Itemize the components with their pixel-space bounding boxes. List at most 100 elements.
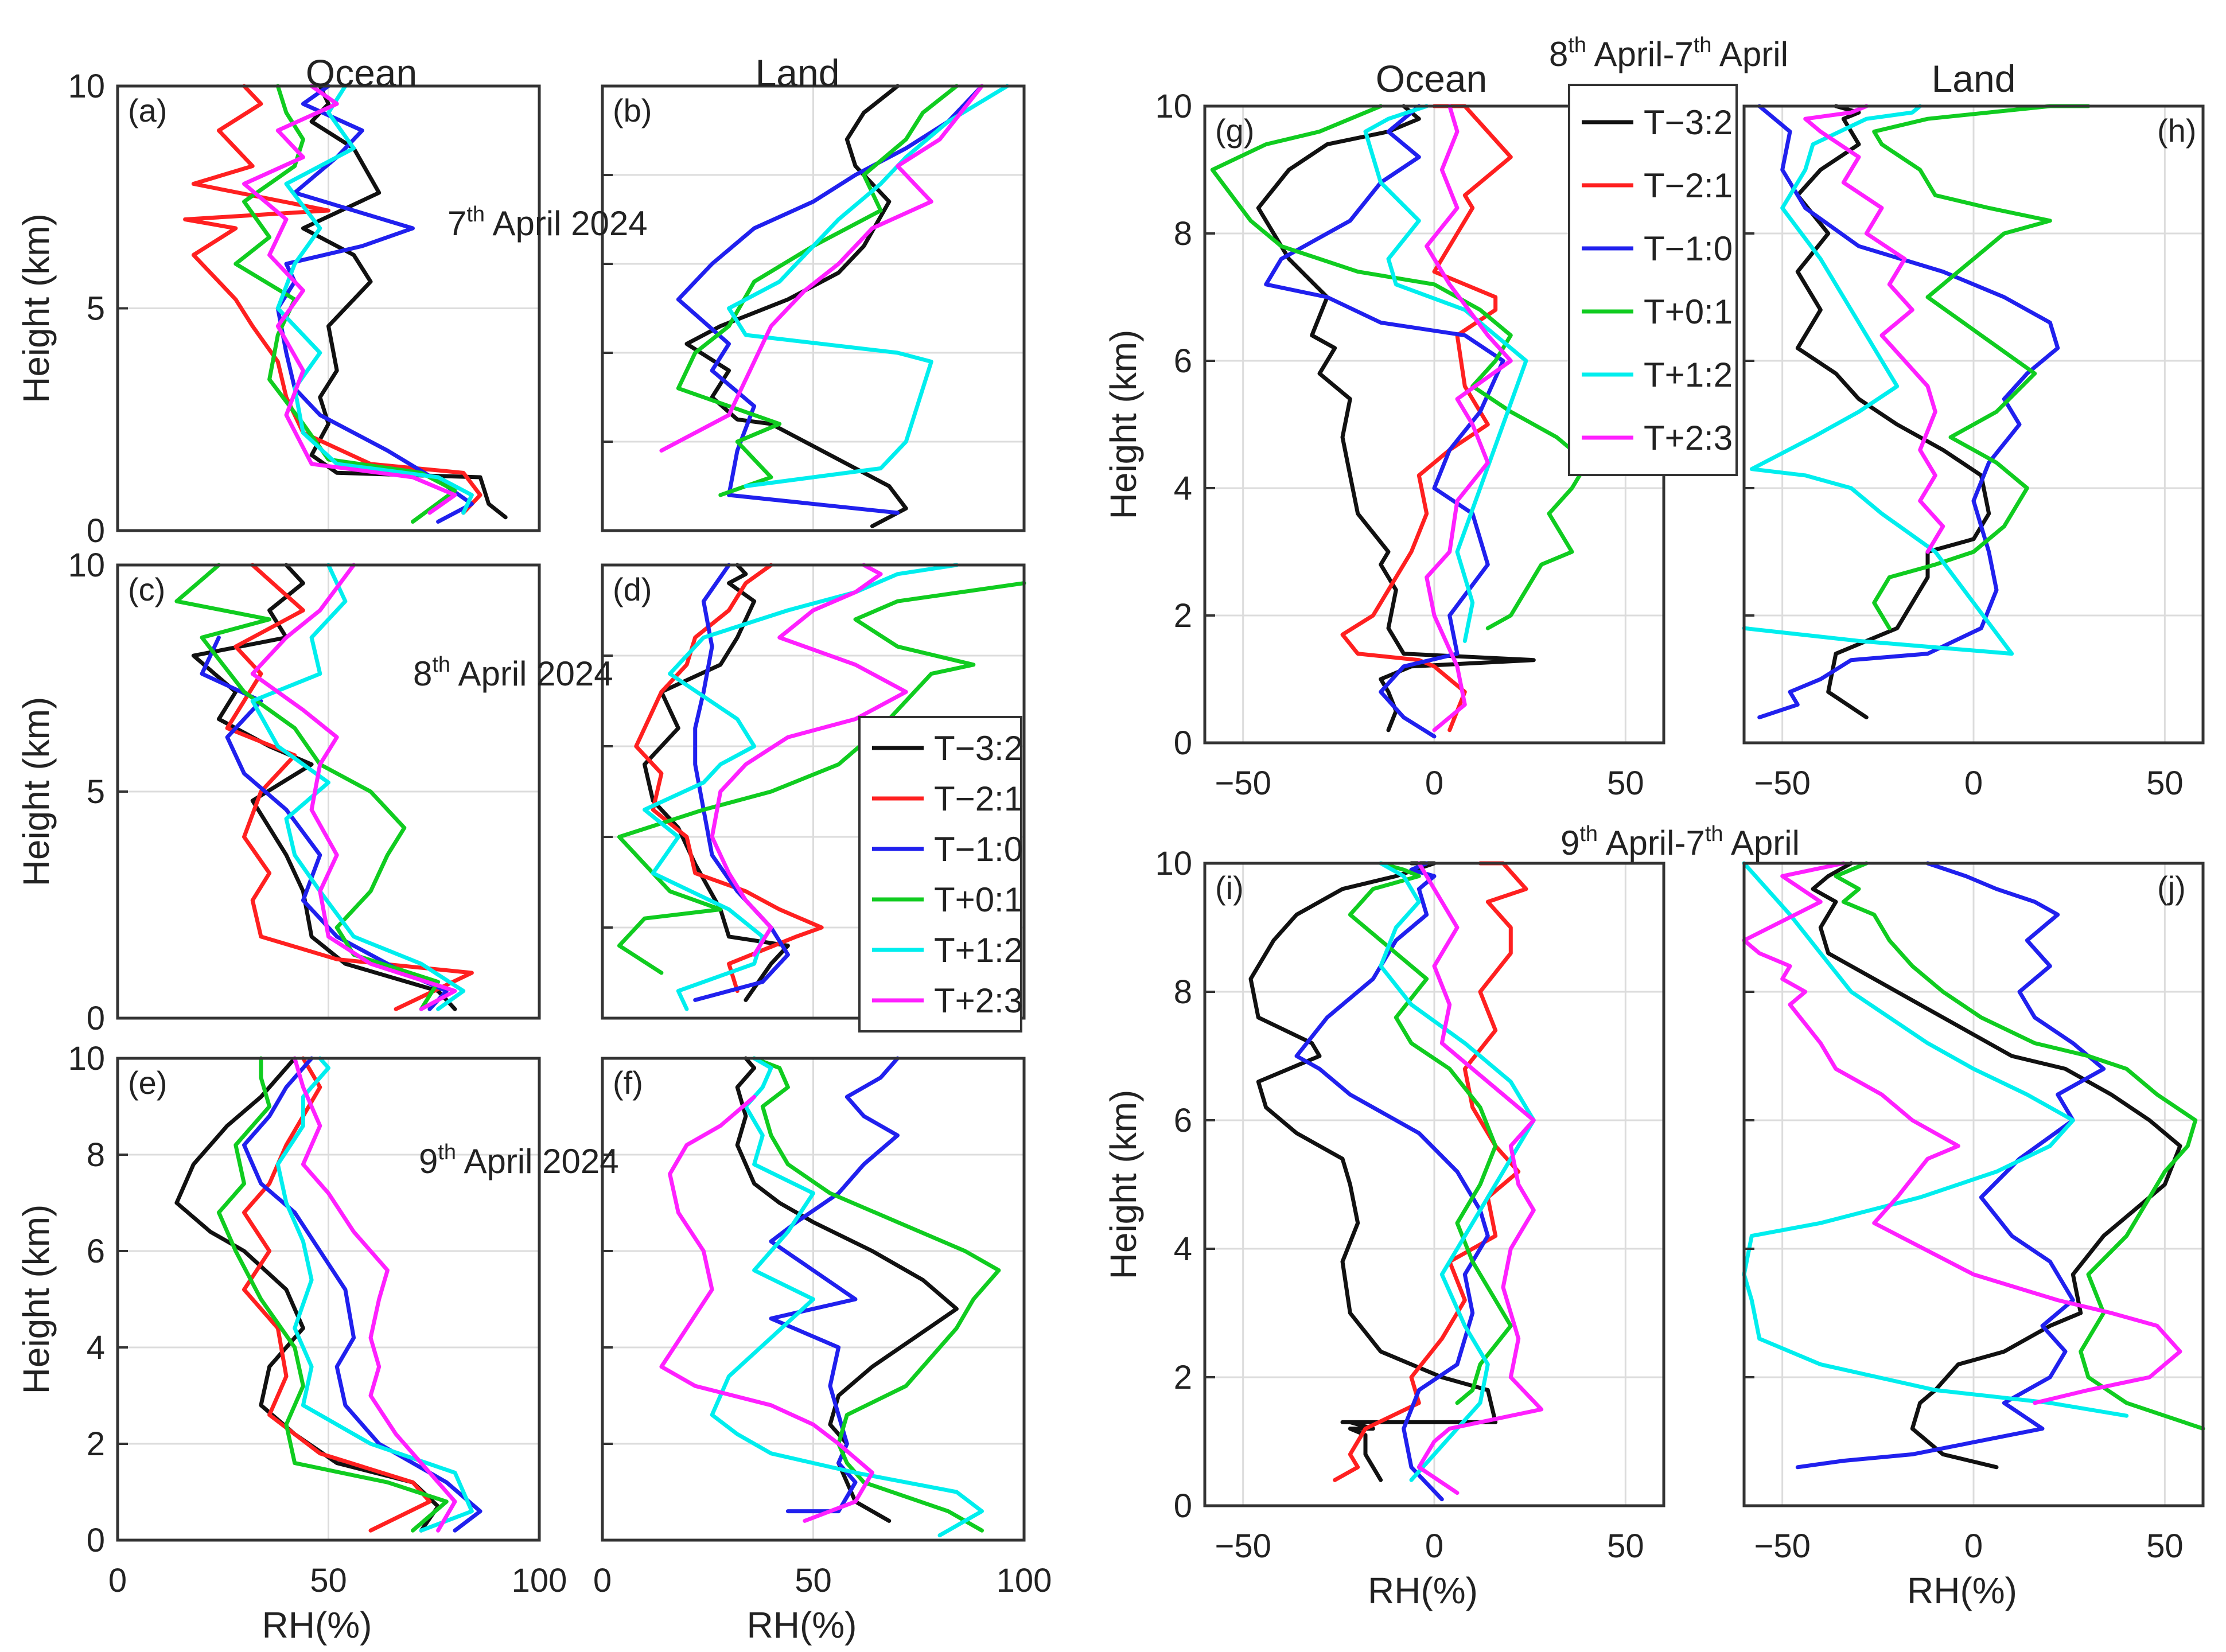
series-line-f-3 [769, 1056, 900, 1514]
series-line-g-4 [1210, 104, 1590, 630]
series-line-h-4 [1872, 104, 2091, 630]
panel-label: (b) [613, 92, 652, 128]
legend-label: T−1:0 [934, 830, 1023, 868]
xtick-label: 50 [795, 1562, 832, 1599]
panel-label: (f) [613, 1065, 643, 1101]
ytick-label: 8 [1174, 973, 1192, 1011]
y-axis-label: Height (km) [1103, 1090, 1144, 1280]
panel-a: 0 5 10 (a) Height (km) [15, 68, 541, 550]
annotation-8-april-2024: 8th April 2024 [413, 653, 613, 693]
y-axis-label: Height (km) [15, 1205, 57, 1394]
axes-frame [1742, 862, 2205, 1507]
series-line-c-3 [200, 635, 449, 1011]
series-line-c-2 [225, 563, 474, 1011]
series-line-h-3 [1757, 104, 2060, 720]
legend-label: T−3:2 [934, 729, 1023, 767]
legend-label: T−2:1 [1644, 166, 1733, 205]
panel-i: 0 2 4 6 8 10 −50 0 50 (i) Height (km) RH(%) [1103, 845, 1665, 1611]
panel-b: (b) [601, 84, 1026, 532]
series-line-i-4 [1348, 861, 1513, 1405]
ytick-label: 5 [87, 773, 105, 811]
series-line-a-5 [275, 84, 474, 515]
axes-frame [601, 84, 1026, 532]
ytick-label: 4 [1174, 470, 1192, 507]
series-line-a-6 [242, 84, 457, 515]
ytick-label: 2 [87, 1425, 105, 1463]
xtick-label: 50 [2146, 1528, 2184, 1565]
col-title-ocean-right: Ocean [1376, 57, 1487, 100]
series-line-g-6 [1425, 104, 1513, 733]
group-title-9-minus-7: 9th April-7th April [1560, 822, 1800, 862]
ytick-label: 10 [68, 547, 105, 584]
x-axis-label: RH(%) [747, 1604, 857, 1646]
xtick-label: −50 [1754, 1528, 1810, 1565]
legend-right: T−3:2 T−2:1 T−1:0 T+0:1 T+1:2 T+2:3 [1568, 84, 1738, 476]
axes-frame [1742, 104, 2205, 745]
panel-c: 0 5 10 (c) Height (km) [15, 547, 541, 1037]
legend-label: T−2:1 [934, 780, 1023, 818]
panel-g: 0 2 4 6 8 10 −50 0 50 (g) Height (km) [1103, 88, 1665, 802]
panel-label: (i) [1215, 870, 1244, 906]
series-line-b-6 [659, 84, 984, 453]
legend-label: T−1:0 [1644, 229, 1733, 268]
col-title-land-left: Land [756, 52, 840, 94]
x-axis-label: RH(%) [1907, 1570, 2017, 1611]
series-line-i-5 [1379, 861, 1536, 1482]
panel-h: −50 0 50 (h) [1742, 104, 2205, 802]
series-line-d-2 [634, 563, 824, 993]
x-axis-label: RH(%) [1368, 1570, 1478, 1611]
series-line-i-3 [1294, 861, 1490, 1502]
series-line-h-1 [1795, 104, 1991, 720]
ytick-label: 8 [87, 1136, 105, 1174]
axes-frame [601, 563, 1026, 1020]
xtick-label: 50 [1607, 765, 1644, 802]
ytick-label: 5 [87, 290, 105, 328]
legend-box [858, 716, 1022, 1032]
ytick-label: 4 [87, 1329, 105, 1366]
ytick-label: 0 [87, 512, 105, 550]
panel-label: (g) [1215, 112, 1254, 149]
xtick-label: 100 [512, 1562, 567, 1599]
legend-label: T+1:2 [1644, 356, 1733, 394]
xtick-label: 100 [997, 1562, 1052, 1599]
ytick-label: 0 [1174, 1487, 1192, 1525]
ytick-label: 2 [1174, 597, 1192, 634]
group-title-8-minus-7: 8th April-7th April [1549, 33, 1788, 73]
panel-label: (d) [613, 571, 652, 607]
ytick-label: 10 [1155, 845, 1192, 882]
xtick-label: 50 [1607, 1528, 1644, 1565]
panel-label: (a) [128, 92, 167, 128]
ytick-label: 10 [1155, 88, 1192, 125]
ytick-label: 10 [68, 1040, 105, 1077]
axes-frame [116, 1057, 541, 1542]
series-line-i-2 [1333, 861, 1528, 1482]
series-line-e-6 [293, 1056, 457, 1533]
series-line-c-5 [250, 563, 466, 1011]
series-line-a-1 [301, 84, 508, 520]
col-title-ocean-left: Ocean [306, 52, 417, 94]
legend-left: T−3:2 T−2:1 T−1:0 T+0:1 T+1:2 T+2:3 [858, 716, 1023, 1032]
ytick-label: 0 [87, 1000, 105, 1037]
series-line-e-1 [174, 1056, 441, 1533]
legend-box [1568, 84, 1738, 476]
xtick-label: 0 [108, 1562, 127, 1599]
ytick-label: 0 [1174, 724, 1192, 762]
ytick-label: 6 [1174, 1102, 1192, 1139]
xtick-label: −50 [1215, 1528, 1271, 1565]
series-line-e-5 [275, 1056, 474, 1533]
xtick-label: −50 [1754, 765, 1810, 802]
ytick-label: 6 [1174, 342, 1192, 380]
series-line-h-6 [1803, 104, 1945, 554]
series-line-c-1 [191, 563, 457, 1011]
ytick-label: 6 [87, 1233, 105, 1270]
xtick-label: 0 [1964, 765, 1983, 802]
series-line-i-1 [1248, 861, 1498, 1482]
ytick-label: 2 [1174, 1359, 1192, 1396]
series-line-g-5 [1363, 104, 1528, 643]
series-line-j-6 [1742, 861, 2182, 1405]
y-axis-label: Height (km) [1103, 330, 1144, 520]
x-axis-label: RH(%) [262, 1604, 372, 1646]
xtick-label: 0 [1964, 1528, 1983, 1565]
series-line-e-4 [216, 1056, 449, 1533]
